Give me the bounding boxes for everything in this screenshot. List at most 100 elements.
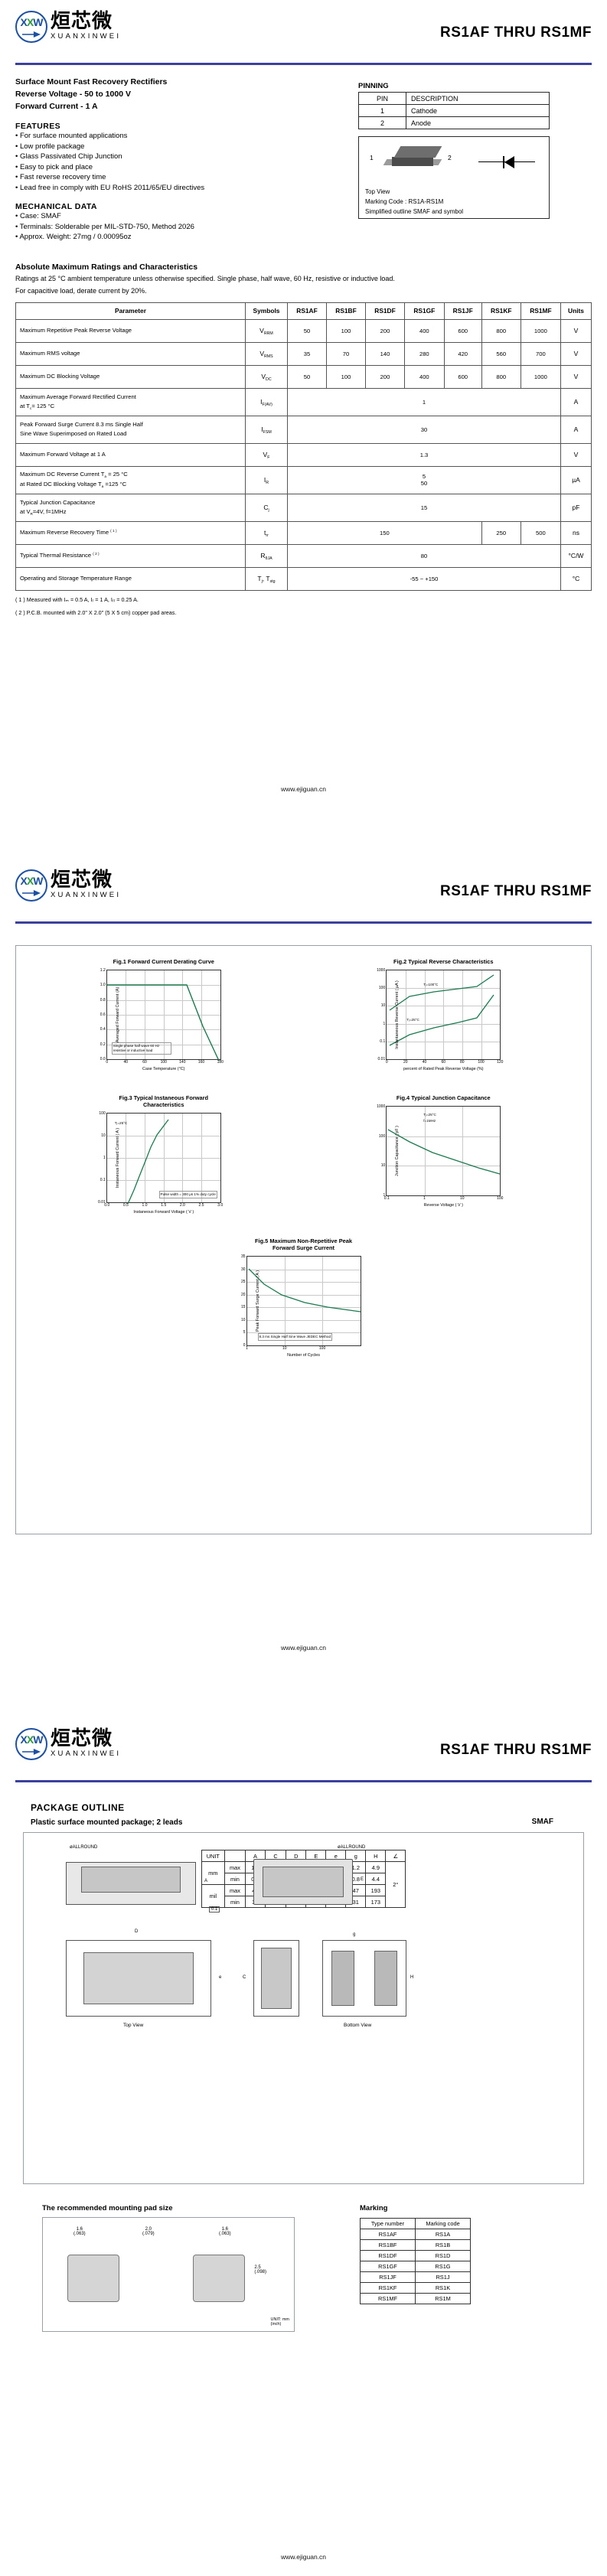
row-value: 200 — [365, 364, 405, 389]
row-value: 70 — [326, 341, 366, 366]
mounting-pad-frame: 1.6 (.063) 2.0 (.079) 1.6 (.063) 2.5 (.0… — [42, 2217, 295, 2332]
symbol-main: C — [263, 504, 269, 511]
marking-type: RS1GF — [360, 2261, 416, 2272]
ratings-subtitle-1: Ratings at 25 °C ambient temperature unl… — [15, 274, 395, 282]
top-view-body — [83, 1952, 194, 2004]
symbol-sub: DC — [266, 377, 272, 382]
tolerance-callout: 0.1 — [209, 1906, 220, 1912]
symbol-main: t — [264, 529, 266, 536]
row-param: Typical Thermal Resistance ( 2 ) — [15, 543, 246, 568]
header-divider — [15, 1780, 592, 1782]
series-surge — [248, 1268, 361, 1312]
absolute-maximum-ratings-table: Parameter Symbols RS1AF RS1BF RS1DF RS1G… — [15, 302, 592, 591]
dim-col-blank — [224, 1850, 246, 1862]
row-param-text: Typical Thermal Resistance — [20, 551, 92, 559]
bottom-pad-2 — [374, 1951, 397, 2006]
dim-angle-value: 2° — [385, 1861, 406, 1908]
package-caption-marking: Marking Code : RS1A-RS1M — [365, 198, 444, 205]
row-value: 400 — [404, 364, 445, 389]
chart-title: Fig.3 Typical Instaneous Forward Charact… — [119, 1094, 209, 1108]
marking-type: RS1KF — [360, 2282, 416, 2294]
row-symbol: IFSM — [245, 415, 288, 444]
footnote-ref: ( 1 ) — [110, 528, 117, 533]
col-symbols: Symbols — [245, 302, 288, 320]
package-pin1-label: 1 — [370, 154, 374, 161]
row-param: Maximum Repetitive Peak Reverse Voltage — [15, 318, 246, 343]
plot-wrapper: 0 5 10 15 20 25 30 35 1 10 100 8.3 ms Si… — [241, 1254, 361, 1358]
row-symbol: Cj — [245, 493, 288, 522]
footer-url[interactable]: www.ejiguan.cn — [280, 785, 327, 793]
footer-url[interactable]: www.ejiguan.cn — [280, 1644, 327, 1652]
col-rs1jf: RS1JF — [443, 302, 482, 320]
logo-diode-arrow-icon — [22, 890, 41, 896]
chart-title: Fig.2 Typical Reverse Characteristics — [393, 958, 494, 965]
col-rs1mf: RS1MF — [520, 302, 562, 320]
dim-unit-mil: mil — [201, 1884, 225, 1908]
row-param-sub: a — [104, 474, 107, 478]
features-list: For surface mounted applications Low pro… — [15, 131, 321, 193]
footer-url[interactable]: www.ejiguan.cn — [280, 2553, 327, 2561]
symbol-main: V — [263, 451, 268, 458]
row-param-sub: c — [29, 406, 32, 410]
mounting-pad-right — [193, 2255, 245, 2302]
dim-col-H: H — [365, 1850, 387, 1862]
table-row: RS1BF RS1B — [360, 2239, 471, 2251]
dim-cell: 193 — [365, 1884, 387, 1896]
header-divider — [15, 921, 592, 924]
package-pin2-label: 2 — [448, 154, 452, 161]
table-row: Maximum Forward Voltage at 1 A VF 1.3 V — [15, 442, 592, 467]
mounting-pad-left — [67, 2255, 119, 2302]
row-value: 50 — [287, 318, 327, 343]
dim-minmax: max — [224, 1861, 246, 1873]
row-value: 80 — [287, 543, 561, 568]
mounting-pad-heading: The recommended mounting pad size — [42, 2204, 173, 2212]
row-param-line1: Maximum Average Forward Rectified Curren… — [20, 393, 136, 400]
footnote-ref: ( 2 ) — [93, 551, 100, 556]
plot-wrapper: 0.0 0.2 0.4 0.6 0.8 1.0 1.2 0 40 60 100 … — [100, 968, 224, 1071]
datasheet-page-2: XXW 烜芯微 XUANXINWEI RS1AF THRU RS1MF Fig.… — [0, 859, 607, 1717]
chart-annotation: 8.3 ms Single Half Sine Wave JEDEC Metho… — [257, 1333, 333, 1341]
dim-label-A: A — [204, 1879, 208, 1883]
symbol-sub: R — [266, 481, 269, 485]
row-value: 30 — [287, 415, 561, 444]
logo-pinyin-name: XUANXINWEI — [51, 1749, 122, 1758]
pin-number: 2 — [358, 116, 406, 129]
marking-col-type: Type number — [360, 2218, 416, 2229]
symbol-main: I — [261, 426, 263, 433]
logo-icon: XXW — [15, 11, 47, 43]
chart-fig1: Fig.1 Forward Current Derating Curve 0.0 — [76, 958, 252, 1071]
symbol-sub: FSM — [263, 430, 272, 435]
row-value: 35 — [287, 341, 327, 366]
chart-title: Fig.1 Forward Current Derating Curve — [113, 958, 214, 965]
row-symbol: VDC — [245, 364, 288, 389]
chart-xlabel: Case Temperature (°C) — [142, 1067, 185, 1071]
logo-ellipse-shape — [15, 1728, 47, 1760]
part-number-title: RS1AF THRU RS1MF — [439, 1742, 592, 1758]
table-row: RS1JF RS1J — [360, 2271, 471, 2283]
logo-monogram: XXW — [20, 1733, 44, 1746]
logo-wordmark: 烜芯微 XUANXINWEI — [51, 11, 121, 41]
symbol-sub: j — [268, 508, 269, 513]
intro-line-3: Forward Current - 1 A — [15, 102, 98, 111]
page3-lower-section: The recommended mounting pad size 1.6 (.… — [0, 2204, 607, 2332]
mounting-dim-left: 1.6 (.063) — [73, 2227, 86, 2236]
intro-line-1: Surface Mount Fast Recovery Rectifiers — [15, 77, 168, 86]
logo-wordmark: 烜芯微 XUANXINWEI — [51, 1728, 121, 1758]
row-value: 280 — [404, 341, 445, 366]
logo-monogram: XXW — [20, 16, 44, 28]
page-header: XXW 烜芯微 XUANXINWEI RS1AF THRU RS1MF — [0, 859, 607, 918]
row-param-line2a: at V — [20, 507, 31, 515]
row-param: Maximum Reverse Recovery Time ( 1 ) — [15, 520, 246, 545]
plot-area: 0.01 0.1 1 10 100 1000 0 20 40 60 80 100… — [377, 968, 504, 1065]
table-row: RS1GF RS1G — [360, 2261, 471, 2272]
row-symbol: VRMS — [245, 341, 288, 366]
plot-area: 0.01 0.1 1 10 100 0.0 0.5 1.0 1.5 2.0 2.… — [98, 1111, 224, 1208]
row-symbol: IR — [245, 465, 288, 494]
chart-ylabel: Instaneous Forward Current ( A ) — [115, 1127, 120, 1189]
logo-chinese-name: 烜芯微 — [51, 1727, 113, 1750]
part-number-title: RS1AF THRU RS1MF — [439, 24, 592, 41]
list-item: Approx. Weight: 27mg / 0.00095oz — [15, 232, 321, 243]
row-unit: A — [560, 387, 592, 416]
chart-xlabel: percent of Rated Peak Reverse Voltage (%… — [403, 1067, 484, 1071]
table-row: Maximum Reverse Recovery Time ( 1 ) trr … — [15, 520, 592, 545]
